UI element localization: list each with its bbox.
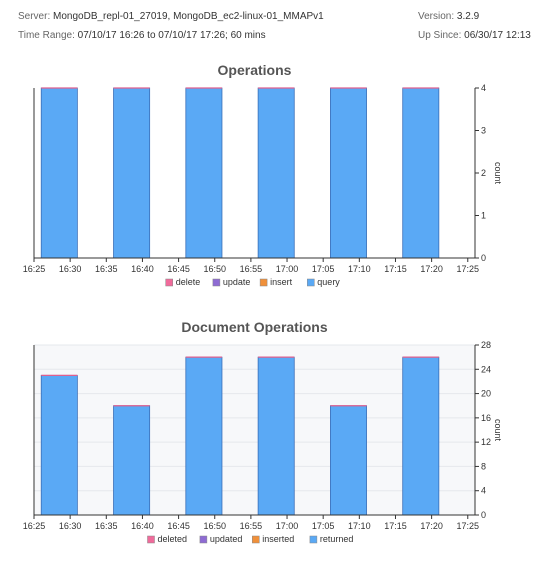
plot-area [34, 88, 475, 258]
bar [40, 374, 78, 516]
y-axis-label: count [493, 419, 503, 442]
legend-swatch [252, 535, 260, 544]
legend-label: insert [270, 277, 293, 287]
legend-swatch [309, 535, 318, 544]
x-tick-label: 17:15 [384, 264, 407, 274]
x-tick-label: 16:30 [59, 264, 82, 274]
x-tick-label: 17:00 [276, 264, 299, 274]
y-tick-label: 20 [481, 389, 491, 399]
y-tick-label: 8 [481, 461, 486, 471]
x-tick-label: 17:10 [348, 264, 371, 274]
chart-title: Document Operations [181, 319, 327, 335]
bar [185, 356, 223, 516]
legend-label: delete [176, 277, 201, 287]
bar [40, 87, 78, 259]
x-tick-label: 17:15 [384, 521, 407, 531]
bar [185, 87, 223, 259]
up-since-info: Up Since: 06/30/17 12:13 [418, 30, 531, 41]
version-value: 3.2.9 [456, 11, 480, 22]
legend-swatch [165, 278, 173, 287]
x-tick-label: 16:50 [203, 264, 226, 274]
legend-swatch [199, 535, 208, 544]
x-tick-label: 16:55 [240, 264, 263, 274]
bar [402, 87, 440, 259]
legend-label: returned [320, 534, 354, 544]
operations-chart: Operations 16:25 16:30 16:35 16:40 16:45 16:50… [23, 62, 503, 287]
y-tick-label: 16 [481, 413, 491, 423]
x-tick-label: 16:45 [167, 264, 190, 274]
time-range-value: 07/10/17 16:26 to 07/10/17 17:26; 60 min… [77, 30, 266, 41]
legend-label: query [317, 277, 340, 287]
x-tick-label: 17:05 [312, 521, 335, 531]
y-tick-label: 24 [481, 364, 491, 374]
x-tick-label: 17:00 [276, 521, 299, 531]
server-value: MongoDB_repl-01_27019, MongoDB_ec2-linux… [53, 11, 324, 22]
x-tick-label: 16:45 [167, 521, 190, 531]
x-tick-label: 16:25 [23, 521, 46, 531]
y-tick-label: 4 [481, 486, 486, 496]
legend-label: inserted [262, 534, 294, 544]
y-tick-label: 0 [481, 253, 486, 263]
version-label: Version: [418, 11, 455, 22]
bar [113, 87, 151, 259]
legend-label: deleted [158, 534, 188, 544]
x-tick-label: 16:40 [131, 264, 154, 274]
bar [330, 87, 367, 259]
bar [330, 405, 367, 516]
x-tick-label: 16:35 [95, 521, 118, 531]
bar [113, 405, 151, 516]
x-tick-label: 17:20 [420, 521, 443, 531]
bar [257, 356, 295, 516]
version-info: Version: 3.2.9 [418, 11, 479, 22]
legend-swatch [147, 535, 155, 544]
x-tick-label: 17:10 [348, 521, 371, 531]
server-info: Server: MongoDB_repl-01_27019, MongoDB_e… [18, 11, 324, 22]
y-tick-label: 3 [481, 126, 486, 136]
legend-swatch [259, 278, 268, 287]
x-tick-label: 16:30 [59, 521, 82, 531]
x-tick-label: 16:55 [240, 521, 263, 531]
y-tick-label: 1 [481, 211, 486, 221]
bar [402, 356, 440, 516]
x-tick-label: 16:50 [203, 521, 226, 531]
x-tick-label: 16:35 [95, 264, 118, 274]
legend-swatch [307, 278, 315, 287]
x-tick-label: 17:25 [457, 264, 480, 274]
y-tick-label: 28 [481, 340, 491, 350]
y-tick-label: 12 [481, 437, 491, 447]
plot-area [34, 345, 475, 515]
y-tick-label: 2 [481, 168, 486, 178]
x-tick-label: 17:20 [420, 264, 443, 274]
x-tick-label: 17:25 [457, 521, 480, 531]
y-axis-label: count [493, 162, 503, 185]
document-operations-chart: Document Operations 16:25 16:30 16:35 16:40 1… [23, 319, 503, 544]
legend-label: updated [210, 534, 243, 544]
server-label: Server: [18, 11, 51, 22]
time-range-info: Time Range: 07/10/17 16:26 to 07/10/17 1… [18, 30, 266, 41]
x-tick-label: 16:25 [23, 264, 46, 274]
legend-swatch [212, 278, 221, 287]
y-tick-label: 0 [481, 510, 486, 520]
x-tick-label: 16:40 [131, 521, 154, 531]
x-tick-label: 17:05 [312, 264, 335, 274]
y-tick-label: 4 [481, 83, 486, 93]
time-range-label: Time Range: [18, 30, 75, 41]
bar [257, 87, 295, 259]
legend-label: update [223, 277, 251, 287]
up-since-value: 06/30/17 12:13 [464, 30, 531, 41]
chart-title: Operations [218, 62, 292, 78]
up-since-label: Up Since: [418, 30, 462, 41]
